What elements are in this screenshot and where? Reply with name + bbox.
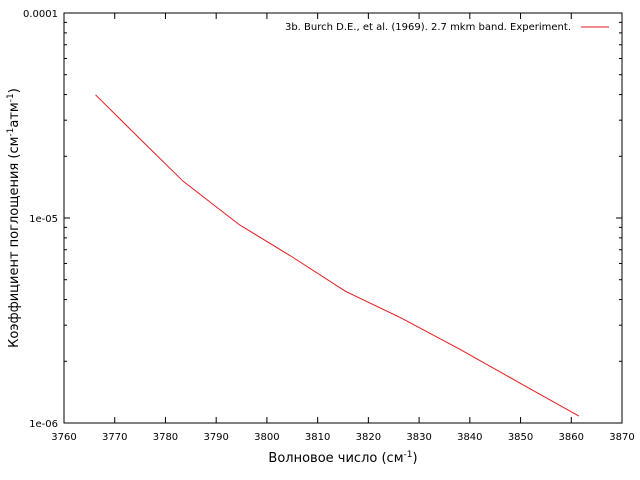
series-line <box>95 94 580 417</box>
x-tick-label: 3840 <box>457 432 482 443</box>
y-axis-title: Коэффициент поглощения (см-1атм-1) <box>6 88 22 348</box>
x-tick-label: 3760 <box>51 432 76 443</box>
x-tick-label: 3800 <box>254 432 279 443</box>
x-tick-label: 3790 <box>203 432 228 443</box>
x-tick-label: 3780 <box>153 432 178 443</box>
x-tick-label: 3770 <box>102 432 127 443</box>
axis-ticks <box>63 12 623 424</box>
x-tick-label: 3850 <box>508 432 533 443</box>
tick-labels: 3760 3770 3780 3790 3800 3810 3820 3830 3840 3850… <box>23 9 635 443</box>
series-lines <box>95 94 580 417</box>
y-tick-label: 1e-06 <box>29 419 58 430</box>
x-tick-label: 3830 <box>406 432 431 443</box>
y-tick-label: 1e-05 <box>29 214 58 225</box>
legend-label: 3b. Burch D.E., et al. (1969). 2.7 mkm b… <box>285 22 571 33</box>
x-axis-title: Волновое число (см-1) <box>268 450 417 466</box>
plot-frame <box>63 12 623 424</box>
legend: 3b. Burch D.E., et al. (1969). 2.7 mkm b… <box>285 22 609 33</box>
x-tick-label: 3870 <box>609 432 634 443</box>
x-tick-label: 3810 <box>305 432 330 443</box>
x-tick-label: 3860 <box>559 432 584 443</box>
y-tick-label: 0.0001 <box>23 9 58 20</box>
x-tick-label: 3820 <box>356 432 381 443</box>
